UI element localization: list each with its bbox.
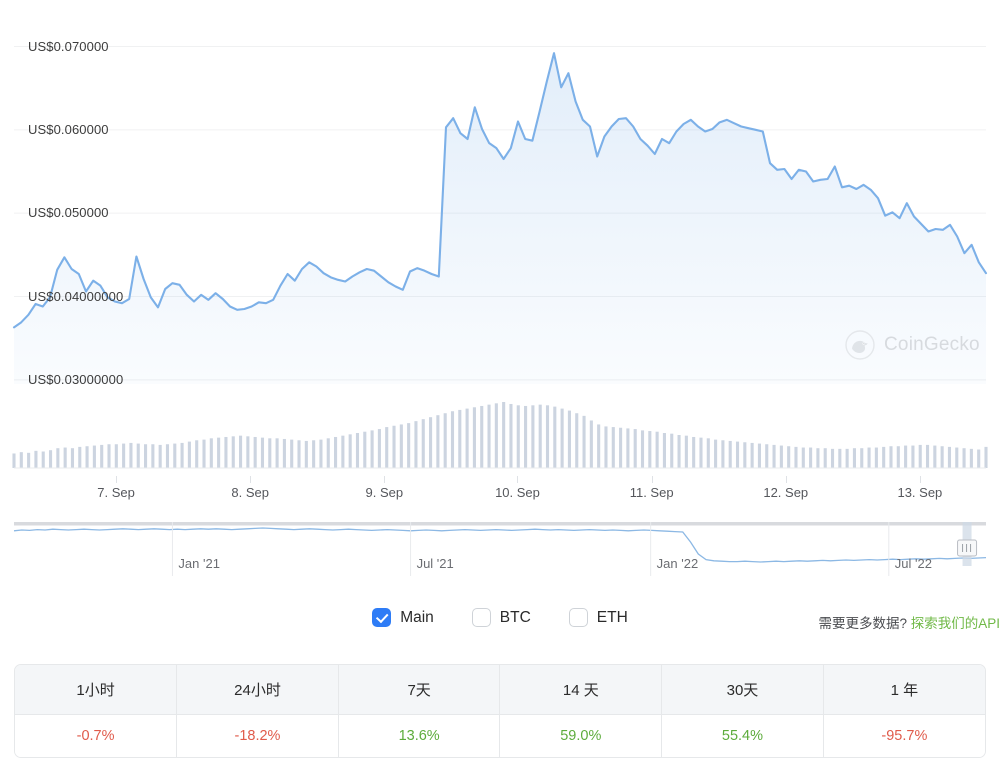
price-chart-plot[interactable]: US$0.070000 US$0.060000 US$0.050000 US$0.04… — [0, 34, 1000, 387]
navigator-tick-label: Jul '21 — [416, 556, 454, 571]
price-x-axis-labels: 7. Sep 8. Sep 9. Sep 10. Sep 11. Sep 12. Sep 1… — [0, 476, 1000, 506]
x-axis-tick-label: 13. Sep — [897, 485, 943, 500]
chart-legend[interactable]: Main BTC ETH 需要更多数据? 探索我们的API — [0, 608, 1000, 640]
stats-header-cell: 1 年 — [823, 665, 985, 715]
stats-value-cell: 55.4% — [661, 714, 824, 757]
legend-item-eth[interactable]: ETH — [568, 608, 628, 627]
api-note-question: 需要更多数据? — [818, 616, 907, 631]
y-axis-tick-label: US$0.04000000 — [28, 288, 124, 304]
api-note: 需要更多数据? 探索我们的API — [818, 612, 1000, 632]
stats-header-cell: 14 天 — [499, 665, 663, 715]
navigator-tick-label: Jan '21 — [178, 556, 220, 571]
volume-chart-plot[interactable] — [0, 392, 1000, 474]
price-change-table: 1小时 24小时 7天 14 天 30天 1 年 -0.7% -18.2% 13.6% 59.0… — [14, 664, 986, 758]
stats-value-cell: -0.7% — [15, 714, 178, 757]
navigator-tick-label: Jan '22 — [656, 556, 699, 571]
x-axis-tick-label: 10. Sep — [495, 485, 540, 500]
stats-value-cell: -95.7% — [823, 714, 985, 757]
checkbox-btc-icon[interactable] — [471, 608, 491, 627]
x-axis-tick-label: 11. Sep — [629, 485, 674, 500]
x-axis-tick-label: 7. Sep — [97, 485, 135, 500]
stats-table: 1小时 24小时 7天 14 天 30天 1 年 -0.7% -18.2% 13.6% 59.0… — [15, 665, 985, 757]
navigator-right-handle-icon — [957, 539, 978, 557]
checkbox-eth-icon[interactable] — [568, 608, 588, 627]
legend-item-btc[interactable]: BTC — [471, 608, 531, 627]
x-axis-tick — [517, 476, 519, 483]
legend-label-eth: ETH — [596, 608, 628, 626]
x-axis-tick — [384, 476, 386, 483]
stats-header-cell: 30天 — [661, 665, 824, 715]
price-chart-svg — [12, 46, 988, 385]
x-axis-tick — [250, 476, 252, 483]
stats-table-header-row: 1小时 24小时 7天 14 天 30天 1 年 — [15, 665, 985, 715]
price-y-axis-labels: US$0.070000 US$0.060000 US$0.050000 US$0.04… — [0, 0, 1000, 387]
x-axis-tick-label: 12. Sep — [763, 485, 809, 500]
y-axis-tick-label: US$0.03000000 — [28, 371, 124, 387]
legend-item-main[interactable]: Main — [372, 608, 434, 627]
y-axis-tick-label: US$0.060000 — [28, 121, 109, 137]
x-axis-tick — [116, 476, 118, 483]
x-axis-tick-label: 9. Sep — [365, 485, 404, 500]
y-axis-tick-label: US$0.050000 — [28, 205, 109, 221]
volume-chart-svg — [12, 402, 988, 469]
x-axis-tick — [919, 476, 921, 483]
price-chart-widget[interactable]: US$0.070000 US$0.060000 US$0.050000 US$0.04… — [0, 0, 1000, 600]
stats-value-cell: 13.6% — [338, 714, 501, 757]
stats-value-cell: 59.0% — [499, 714, 663, 757]
legend-items[interactable]: Main BTC ETH — [0, 608, 1000, 627]
stats-value-cell: -18.2% — [176, 714, 339, 757]
stats-header-cell: 24小时 — [176, 665, 339, 715]
x-axis-tick-label: 8. Sep — [231, 485, 269, 500]
legend-label-btc: BTC — [499, 608, 531, 626]
api-explore-link[interactable]: 探索我们的API — [910, 616, 1000, 631]
legend-label-main: Main — [400, 608, 434, 626]
navigator-tick-label: Jul '22 — [894, 556, 932, 571]
range-navigator-svg[interactable] — [13, 518, 987, 576]
x-axis-tick — [651, 476, 653, 483]
stats-header-cell: 1小时 — [15, 665, 178, 715]
range-navigator[interactable]: Jan '21 Jul '21 Jan '22 Jul '22 — [13, 518, 987, 576]
x-axis-tick — [785, 476, 787, 483]
y-axis-tick-label: US$0.070000 — [28, 38, 109, 54]
stats-header-cell: 7天 — [338, 665, 501, 715]
stats-table-value-row: -0.7% -18.2% 13.6% 59.0% 55.4% -95.7% — [15, 714, 985, 757]
checkbox-main-icon[interactable] — [372, 608, 392, 627]
